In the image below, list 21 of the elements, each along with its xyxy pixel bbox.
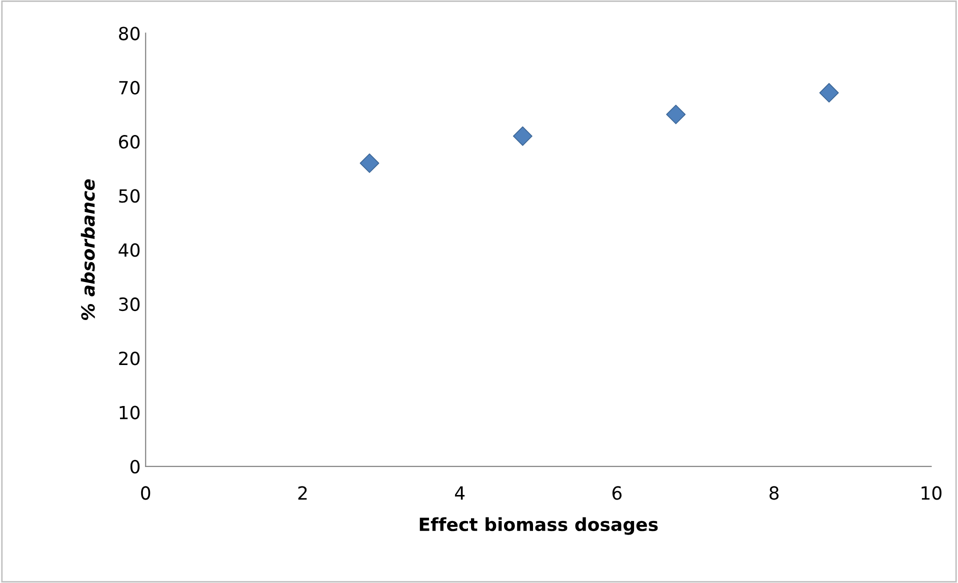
y-tick-label: 40	[118, 243, 140, 257]
x-tick-label: 8	[770, 486, 779, 500]
y-tick-label: 70	[119, 80, 140, 94]
y-tick-label: 20	[119, 352, 140, 366]
y-tick-label: 60	[119, 134, 140, 149]
y-tick-label: 10	[120, 406, 140, 420]
point	[666, 104, 686, 124]
y-tick-label: 0	[130, 460, 140, 474]
x-tick-label: 4	[454, 486, 465, 500]
x-tick-label: 2	[298, 486, 307, 500]
y-tick-label: 50	[119, 189, 140, 203]
x-tick-label: 0	[141, 486, 150, 500]
point	[360, 153, 380, 173]
point	[512, 126, 532, 146]
y-tick-label: 80	[119, 26, 140, 40]
point	[819, 83, 839, 103]
x-tick-label: 10	[922, 486, 942, 500]
x-tick-label: 6	[612, 486, 622, 500]
x-axis-title: Effect biomass dosages	[420, 517, 658, 535]
y-axis-title: % absorbance	[80, 179, 95, 320]
y-tick-label: 30	[119, 297, 140, 312]
